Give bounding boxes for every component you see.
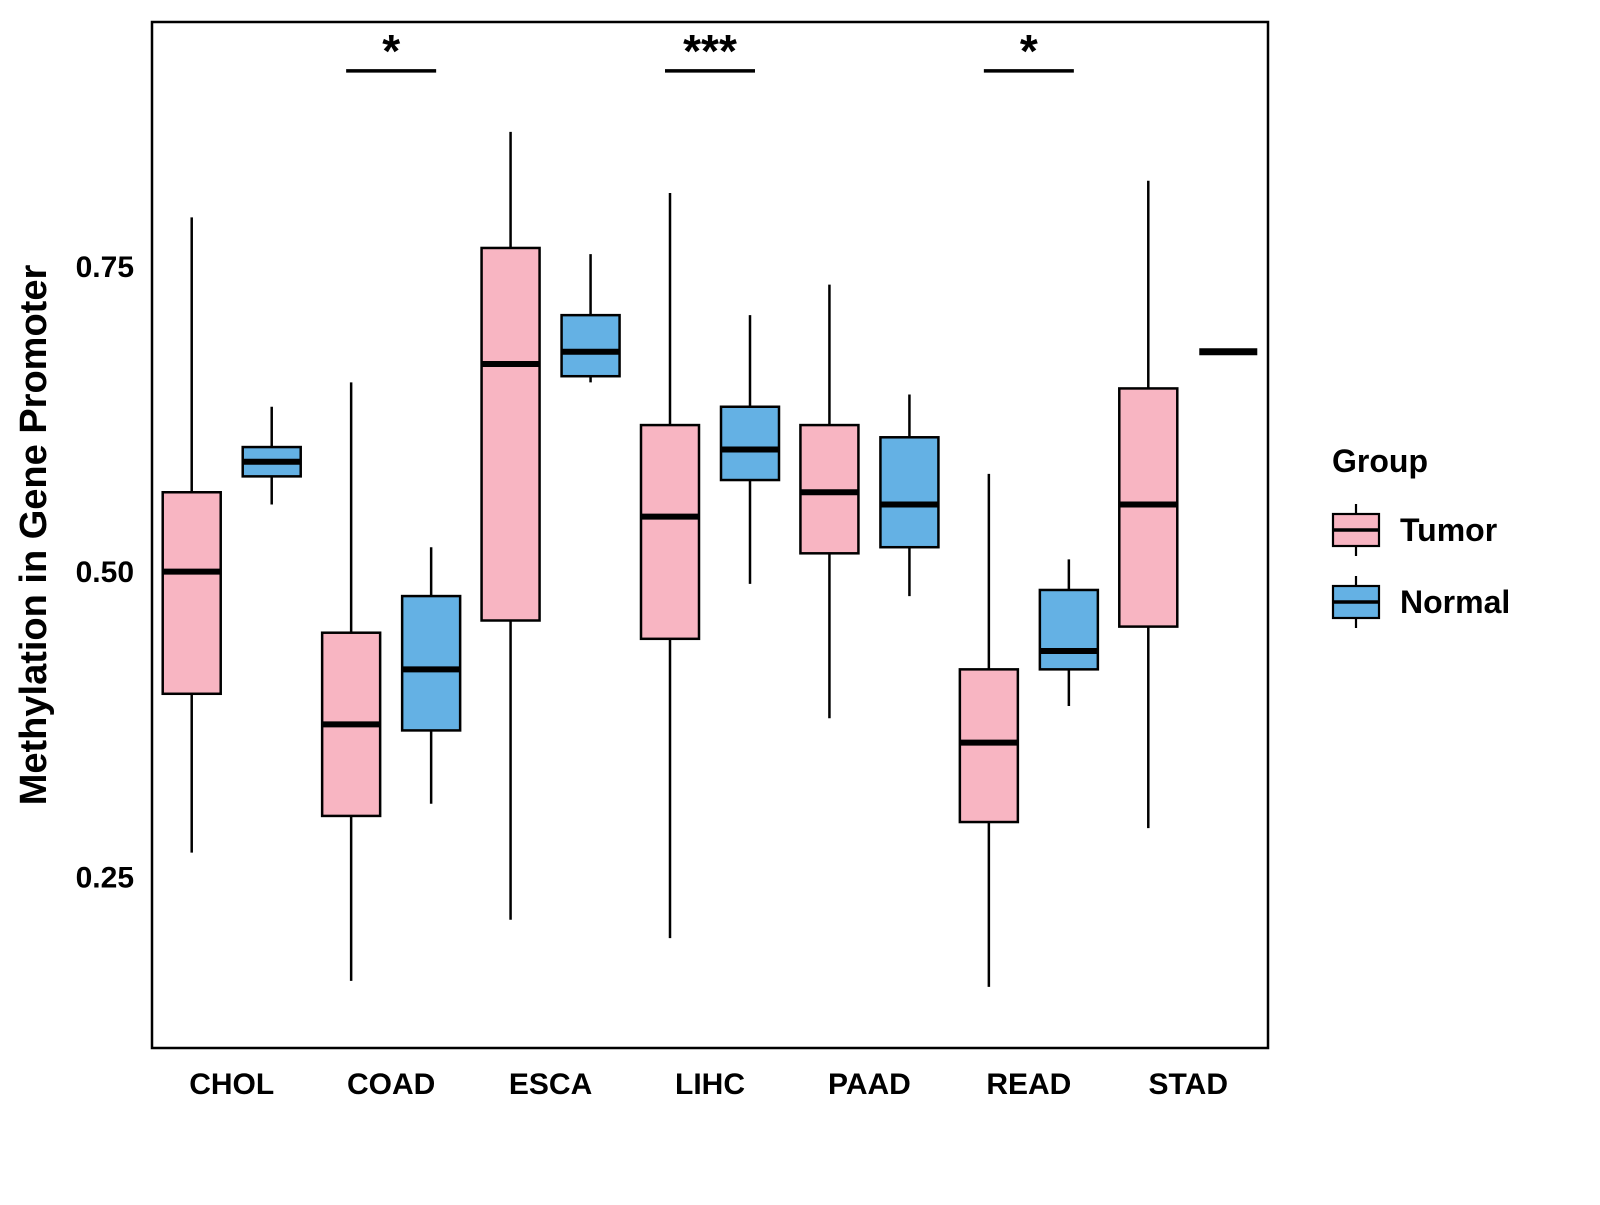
box-tumor-paad bbox=[799, 284, 860, 719]
iqr-box bbox=[161, 491, 222, 696]
legend: Group Tumor Normal bbox=[1331, 443, 1510, 628]
sig-annotation-coad: * bbox=[346, 25, 437, 77]
box-tumor-stad bbox=[1118, 180, 1179, 829]
box-normal-coad bbox=[400, 547, 462, 804]
x-tick-label-lihc: LIHC bbox=[675, 1068, 745, 1101]
y-tick-label: 0.50 bbox=[76, 556, 134, 589]
iqr-box bbox=[560, 313, 621, 378]
box-tumor-coad bbox=[320, 382, 382, 981]
iqr-box bbox=[879, 436, 940, 549]
plot-panel bbox=[150, 20, 1270, 1050]
x-tick-label-chol: CHOL bbox=[189, 1068, 274, 1101]
x-tick-label-paad: PAAD bbox=[828, 1068, 911, 1101]
iqr-box bbox=[1118, 387, 1179, 628]
iqr-box bbox=[400, 594, 462, 732]
y-axis-title: Methylation in Gene Promoter bbox=[13, 265, 55, 806]
y-tick-label: 0.25 bbox=[76, 862, 134, 895]
y-tick-label: 0.75 bbox=[76, 251, 134, 284]
sig-stars: *** bbox=[683, 25, 737, 77]
x-tick-label-stad: STAD bbox=[1149, 1068, 1228, 1101]
iqr-box bbox=[1038, 588, 1100, 671]
iqr-box bbox=[958, 668, 1020, 824]
legend-label-normal: Normal bbox=[1400, 584, 1510, 620]
box-normal-chol bbox=[241, 406, 302, 505]
box-normal-esca bbox=[560, 254, 621, 383]
box-tumor-lihc bbox=[639, 193, 701, 939]
iqr-box bbox=[799, 423, 860, 555]
legend-label-tumor: Tumor bbox=[1400, 512, 1497, 548]
x-tick-label-coad: COAD bbox=[347, 1068, 435, 1101]
box-tumor-chol bbox=[161, 217, 222, 853]
iqr-box bbox=[639, 423, 701, 641]
iqr-box bbox=[480, 246, 541, 622]
box-normal-read bbox=[1038, 559, 1100, 706]
iqr-box bbox=[719, 405, 781, 482]
sig-stars: * bbox=[382, 25, 400, 77]
sig-annotation-lihc: *** bbox=[665, 25, 755, 77]
box-tumor-esca bbox=[480, 131, 541, 920]
sig-stars: * bbox=[1020, 25, 1038, 77]
box-normal-lihc bbox=[719, 315, 781, 584]
x-tick-label-read: READ bbox=[986, 1068, 1071, 1101]
legend-key-tumor: Tumor bbox=[1331, 504, 1497, 556]
box-normal-paad bbox=[879, 394, 940, 597]
legend-key-normal: Normal bbox=[1331, 576, 1510, 628]
sig-annotation-read: * bbox=[983, 25, 1074, 77]
legend-title: Group bbox=[1332, 443, 1428, 479]
box-tumor-read bbox=[958, 473, 1020, 987]
x-tick-label-esca: ESCA bbox=[509, 1068, 592, 1101]
